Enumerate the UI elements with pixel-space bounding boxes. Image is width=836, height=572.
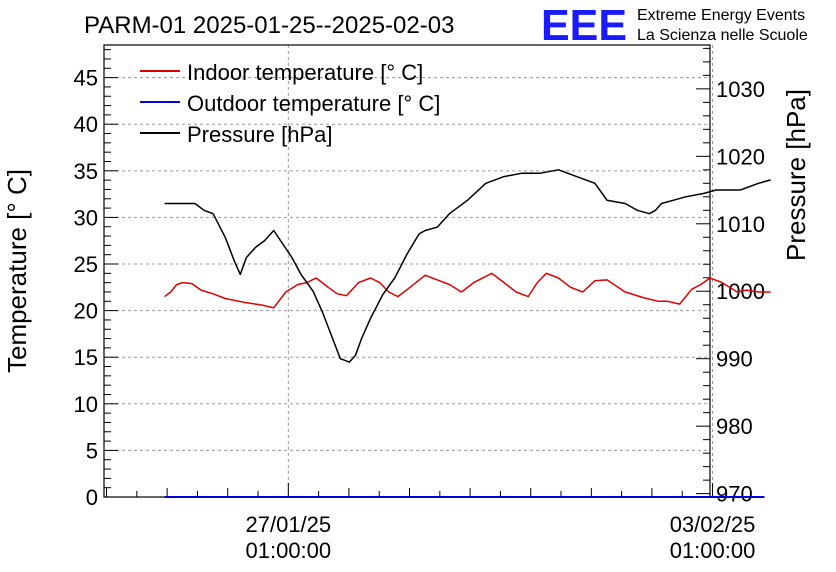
- tick-label-y2: 990: [716, 347, 753, 372]
- tick-label-y2: 980: [716, 414, 753, 439]
- grid: [104, 45, 714, 497]
- legend-label-outdoor: Outdoor temperature [° C]: [187, 91, 440, 116]
- legend-label-indoor: Indoor temperature [° C]: [187, 60, 423, 85]
- tick-label-x-date: 03/02/25: [670, 512, 756, 537]
- tick-label-x-date: 27/01/25: [246, 512, 332, 537]
- tick-label-y: 25: [74, 252, 98, 277]
- tick-label-x-time: 01:00:00: [246, 538, 332, 563]
- line-pressure: [164, 169, 771, 363]
- legend: Indoor temperature [° C] Outdoor tempera…: [140, 60, 440, 147]
- legend-label-pressure: Pressure [hPa]: [187, 122, 333, 147]
- tick-label-y2: 1010: [716, 212, 765, 237]
- y-axis-title: Temperature [° C]: [2, 169, 32, 373]
- tick-label-y2: 970: [716, 482, 753, 507]
- tick-label-y2: 1020: [716, 144, 765, 169]
- line-indoor-temperature: [164, 272, 771, 309]
- tick-label-y: 5: [86, 438, 98, 463]
- tick-label-y: 30: [74, 205, 98, 230]
- y2-axis-title: Pressure [hPa]: [781, 89, 811, 261]
- tick-label-y: 20: [74, 299, 98, 324]
- eee-logo: EEE: [541, 1, 627, 50]
- logo-line-1: Extreme Energy Events: [637, 7, 805, 24]
- tick-label-y: 35: [74, 159, 98, 184]
- tick-label-y: 40: [74, 112, 98, 137]
- series: [164, 169, 771, 498]
- tick-label-y2: 1030: [716, 77, 765, 102]
- chart-title: PARM-01 2025-01-25--2025-02-03: [84, 12, 454, 39]
- axis-ticks: 0510152025303540459709809901000101010201…: [74, 47, 765, 563]
- tick-label-y: 15: [74, 345, 98, 370]
- tick-label-y: 10: [74, 392, 98, 417]
- logo-line-2: La Scienza nelle Scuole: [637, 27, 808, 44]
- tick-label-y: 45: [74, 66, 98, 91]
- tick-label-y: 0: [86, 485, 98, 510]
- tick-label-x-time: 01:00:00: [670, 538, 756, 563]
